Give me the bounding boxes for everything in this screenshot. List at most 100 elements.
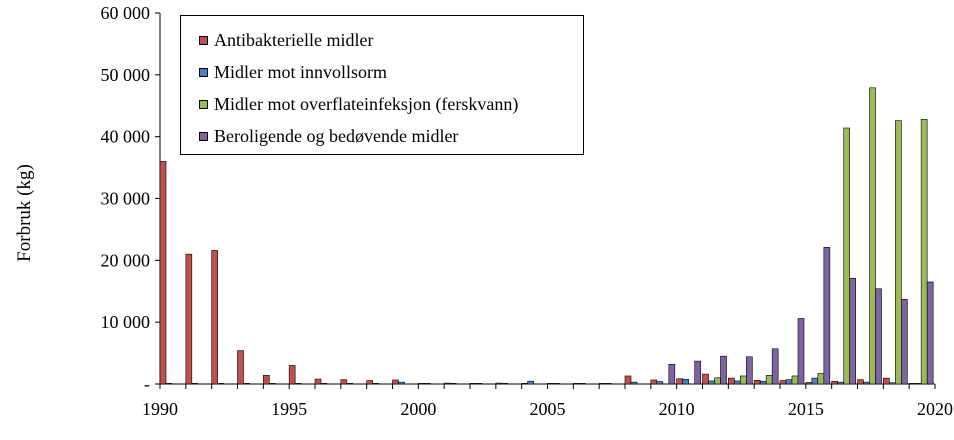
legend-label-antibacterial: Antibakterielle midler [214, 29, 374, 50]
bar-intestinal-worm-2005 [553, 383, 560, 385]
legend-label-intestinal-worm: Midler mot innvollsorm [214, 61, 387, 82]
bar-antibacterial-1999 [392, 379, 399, 385]
bar-intestinal-worm-1998 [372, 383, 379, 385]
bar-intestinal-worm-1992 [217, 383, 224, 385]
bar-intestinal-worm-1994 [269, 383, 276, 385]
bar-intestinal-worm-2017 [863, 381, 870, 385]
bar-surface-infection-2018 [895, 120, 902, 385]
bar-sedative-2013 [771, 348, 779, 385]
legend-item-antibacterial: Antibakterielle midler [199, 26, 373, 54]
legend-item-sedative: Beroligende og bedøvende midler [199, 122, 458, 150]
bar-antibacterial-1995 [288, 365, 296, 385]
bar-antibacterial-2019 [908, 383, 916, 385]
bar-intestinal-worm-1993 [243, 383, 250, 385]
bar-antibacterial-2011 [702, 373, 709, 385]
legend-swatch-intestinal-worm [199, 67, 208, 77]
bar-antibacterial-2010 [676, 378, 683, 385]
bar-intestinal-worm-2011 [708, 380, 715, 385]
bar-intestinal-worm-2003 [501, 383, 509, 385]
bar-sedative-2011 [720, 355, 727, 385]
legend-swatch-surface-infection [199, 99, 208, 109]
bar-antibacterial-2016 [831, 380, 838, 385]
legend: Antibakterielle midler Midler mot innvol… [180, 15, 584, 155]
x-tick-label: 2000 [400, 399, 436, 419]
bars-layer [159, 87, 934, 385]
x-tick-label: 1995 [271, 399, 307, 419]
bar-sedative-2010 [694, 360, 701, 385]
bar-antibacterial-1998 [366, 380, 373, 385]
legend-swatch-sedative [199, 131, 208, 141]
x-tick-label: 2010 [659, 399, 695, 419]
bar-sedative-2017 [875, 288, 882, 385]
bar-antibacterial-1996 [314, 378, 322, 385]
x-tick-label: 2005 [530, 399, 566, 419]
bar-antibacterial-1991 [185, 253, 193, 385]
bar-antibacterial-2017 [857, 379, 864, 385]
bar-antibacterial-2008 [624, 375, 632, 385]
bar-intestinal-worm-2013 [759, 380, 767, 385]
legend-item-surface-infection: Midler mot overflateinfeksjon (ferskvann… [199, 90, 518, 118]
legend-item-intestinal-worm: Midler mot innvollsorm [199, 58, 387, 86]
bar-sedative-2015 [823, 247, 831, 385]
bar-antibacterial-1997 [340, 379, 348, 385]
bar-antibacterial-2003 [495, 382, 503, 385]
bar-intestinal-worm-2004 [527, 380, 534, 385]
bar-sedative-2014 [797, 318, 805, 385]
bar-antibacterial-2005 [547, 383, 554, 385]
bar-intestinal-worm-1996 [320, 383, 328, 385]
bar-sedative-2018 [901, 298, 908, 385]
y-tick-label: 20 000 [101, 250, 151, 270]
y-tick-label: 10 000 [101, 312, 151, 332]
bar-antibacterial-2012 [728, 377, 735, 385]
x-tick-label: 2020 [917, 399, 953, 419]
bar-sedative-2009 [668, 363, 676, 385]
bar-surface-infection-2016 [843, 127, 850, 385]
bar-antibacterial-2000 [418, 383, 425, 385]
bar-intestinal-worm-2016 [837, 381, 844, 385]
bar-antibacterial-2007 [598, 383, 606, 385]
y-tick-label: 30 000 [101, 189, 151, 209]
y-tick-label: 50 000 [101, 65, 151, 85]
bar-antibacterial-2001 [443, 382, 451, 385]
bar-antibacterial-1990 [159, 161, 167, 385]
bar-intestinal-worm-1991 [191, 383, 199, 385]
bar-antibacterial-2018 [883, 377, 890, 385]
bar-antibacterial-2009 [650, 379, 658, 385]
legend-label-sedative: Beroligende og bedøvende midler [214, 125, 459, 146]
bar-intestinal-worm-2000 [424, 383, 431, 385]
bar-antibacterial-1994 [263, 375, 270, 385]
tick-labels-layer: - 10 000 20 000 30 000 40 000 50 000 60 000 199… [101, 3, 954, 419]
bar-antibacterial-2002 [469, 383, 477, 385]
bar-intestinal-worm-1999 [398, 381, 405, 385]
bar-intestinal-worm-2018 [889, 382, 896, 385]
y-tick-label: 60 000 [101, 3, 151, 23]
bar-surface-infection-2014 [791, 375, 799, 385]
bar-intestinal-worm-2019 [914, 383, 922, 385]
bar-surface-infection-2013 [765, 375, 773, 385]
bar-intestinal-worm-2015 [811, 377, 819, 385]
bar-intestinal-worm-2012 [734, 380, 741, 385]
y-axis-label: Forbruk (kg) [14, 164, 35, 262]
bar-intestinal-worm-2002 [475, 383, 483, 385]
bar-sedative-2019 [926, 281, 934, 385]
bar-intestinal-worm-2001 [449, 383, 457, 385]
bar-antibacterial-2004 [521, 383, 528, 385]
bar-intestinal-worm-1990 [165, 383, 173, 385]
bar-antibacterial-2014 [779, 380, 787, 385]
bar-surface-infection-2017 [869, 87, 876, 385]
bar-intestinal-worm-2007 [604, 383, 612, 385]
bar-antibacterial-2013 [753, 379, 761, 385]
bar-intestinal-worm-2010 [682, 379, 689, 385]
bar-surface-infection-2015 [817, 373, 825, 385]
bar-intestinal-worm-1995 [294, 383, 302, 385]
bar-antibacterial-1992 [211, 250, 218, 385]
bar-surface-infection-2011 [714, 377, 721, 385]
bar-surface-infection-2012 [740, 375, 747, 385]
bar-intestinal-worm-2006 [579, 383, 586, 385]
legend-swatch-antibacterial [199, 35, 208, 45]
bar-antibacterial-2015 [805, 382, 813, 385]
x-tick-label: 2015 [788, 399, 824, 419]
bar-surface-infection-2019 [920, 119, 928, 385]
bar-antibacterial-2006 [573, 383, 580, 385]
